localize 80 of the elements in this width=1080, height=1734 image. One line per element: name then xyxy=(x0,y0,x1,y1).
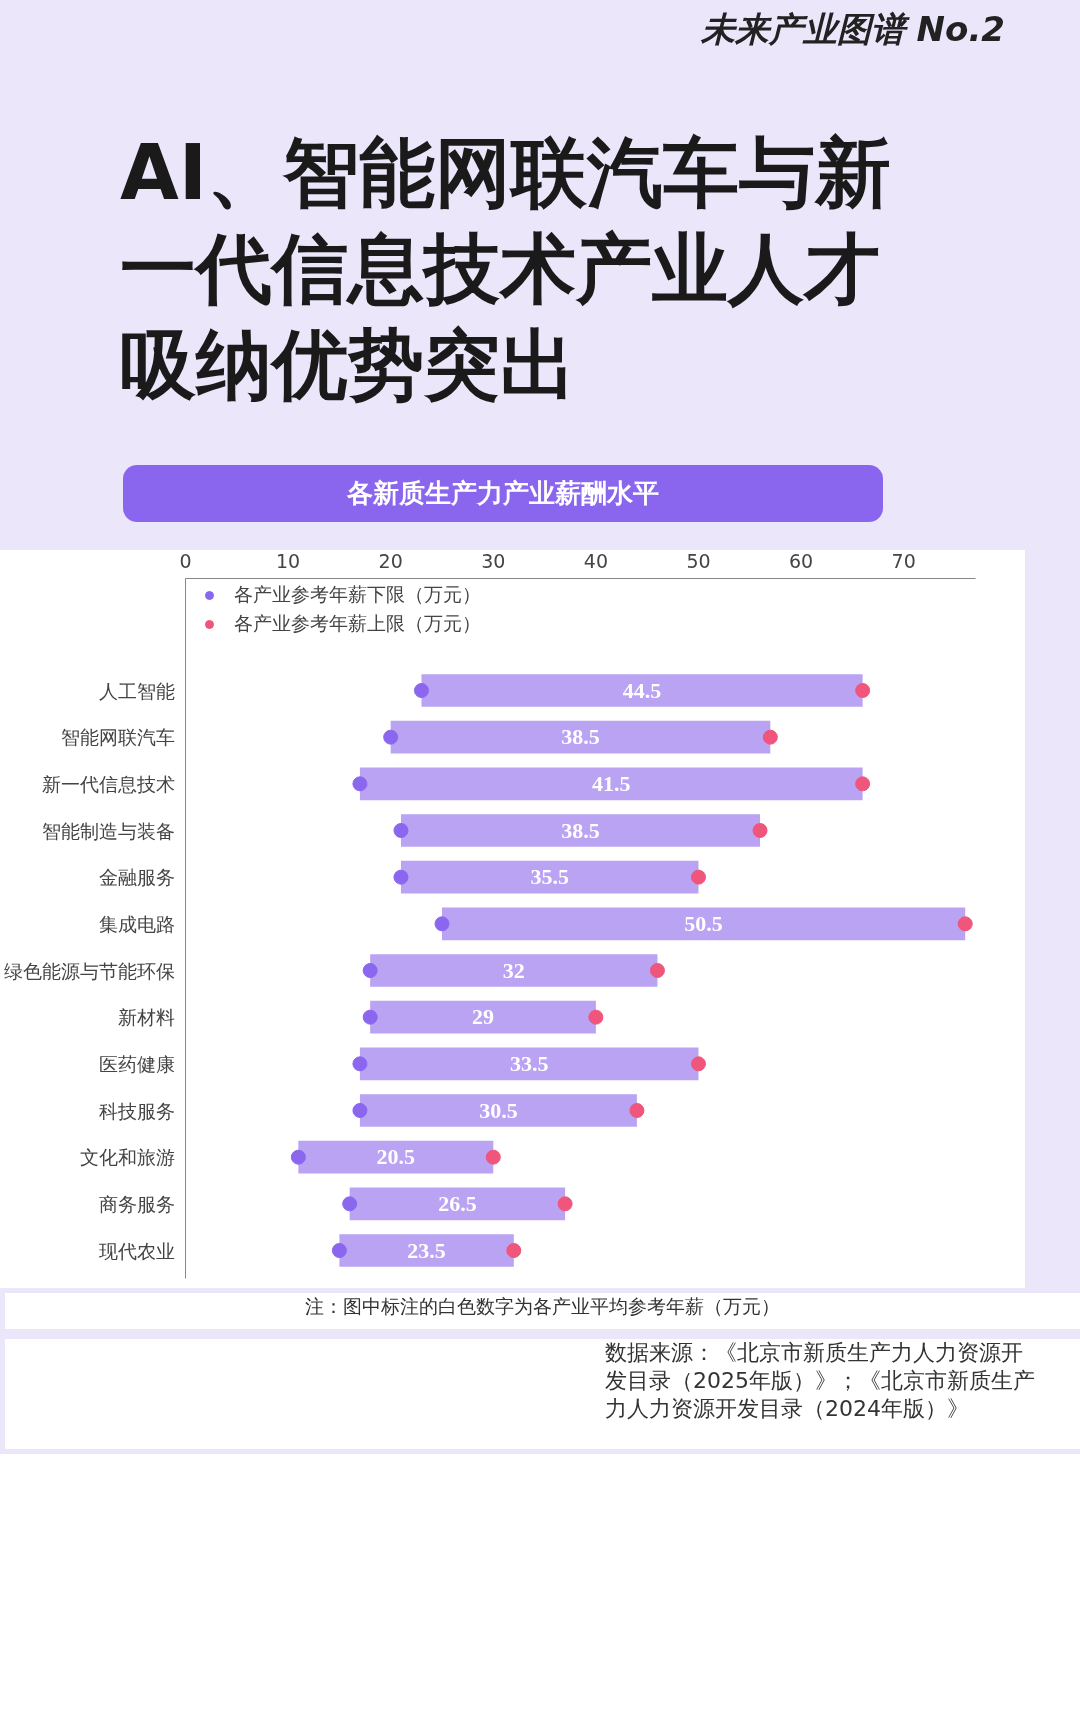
source-note: 数据来源：《北京市新质生产力人力资源开发目录（2025年版）》；《北京市新质生产力人力资源开发目录（2024年版）》 xyxy=(605,1339,1035,1423)
point xyxy=(855,683,871,698)
annotation: 20.5 xyxy=(376,1144,416,1170)
point xyxy=(629,1103,645,1118)
point xyxy=(290,1149,306,1165)
point xyxy=(506,1243,522,1258)
text: 注：图中标注的白色数字为各产业平均参考年薪（万元） xyxy=(304,1294,780,1319)
x-tick-label: 50 xyxy=(686,549,711,572)
point xyxy=(413,683,429,698)
bar xyxy=(359,767,863,801)
x-tick-label: 70 xyxy=(891,549,916,572)
bar xyxy=(400,860,699,894)
x-tick-label: 20 xyxy=(378,549,403,572)
point xyxy=(752,823,768,838)
bar xyxy=(359,1094,637,1127)
point xyxy=(588,1009,604,1025)
y-tick-label: 新一代信息技术 xyxy=(41,772,175,795)
annotation: 23.5 xyxy=(407,1237,446,1263)
chart-title: AI、智能网联汽车与新一代信息技术产业人才吸纳优势突出 xyxy=(120,127,893,411)
bar xyxy=(370,1000,596,1034)
point xyxy=(362,1009,378,1025)
point xyxy=(690,1056,706,1072)
point xyxy=(690,869,706,885)
annotation: 32 xyxy=(502,957,525,983)
bar xyxy=(390,720,771,754)
text: 未来产业图谱 No.2 xyxy=(699,8,1005,51)
chart-subtitle: 各新质生产力产业薪酬水平 xyxy=(123,465,883,523)
x-tick-label: 60 xyxy=(789,549,814,572)
x-tick-label: 30 xyxy=(481,549,506,572)
point xyxy=(855,776,871,792)
bar xyxy=(359,1047,699,1081)
point xyxy=(393,823,409,838)
annotation: 30.5 xyxy=(479,1097,518,1123)
annotation: 38.5 xyxy=(561,724,600,750)
annotation: 50.5 xyxy=(684,910,723,936)
annotation: 38.5 xyxy=(561,817,600,843)
y-tick-label: 新材料 xyxy=(117,1006,175,1029)
point xyxy=(957,916,973,932)
y-tick-label: 智能制造与装备 xyxy=(41,819,175,842)
y-tick-label: 集成电路 xyxy=(98,912,175,935)
y-tick-label: 科技服务 xyxy=(98,1099,175,1122)
y-tick-label: 商务服务 xyxy=(98,1192,175,1215)
annotation: 26.5 xyxy=(438,1190,477,1216)
point xyxy=(393,869,409,885)
y-tick-label: 智能网联汽车 xyxy=(60,726,175,749)
point xyxy=(434,916,450,932)
annotation: 41.5 xyxy=(592,770,631,796)
x-tick-label: 10 xyxy=(276,549,301,572)
point xyxy=(342,1196,358,1212)
point xyxy=(649,963,665,978)
y-tick-label: 金融服务 xyxy=(98,866,175,889)
point xyxy=(331,1243,347,1258)
y-tick-label: 现代农业 xyxy=(98,1239,175,1262)
bar xyxy=(349,1187,566,1221)
x-tick-label: 40 xyxy=(583,549,608,572)
point xyxy=(383,729,399,745)
bar xyxy=(339,1234,514,1267)
x-tick-label: 0 xyxy=(179,549,192,572)
bar xyxy=(441,907,966,941)
bar xyxy=(400,814,761,847)
bar xyxy=(298,1140,494,1174)
bar xyxy=(370,954,658,987)
y-tick-label: 医药健康 xyxy=(98,1052,175,1075)
point xyxy=(485,1149,501,1165)
point xyxy=(762,729,778,745)
annotation: 29 xyxy=(472,1004,495,1030)
y-tick-label: 文化和旅游 xyxy=(79,1146,175,1169)
annotation: 44.5 xyxy=(622,677,662,703)
legend-label: 各产业参考年薪下限（万元） xyxy=(234,582,481,607)
y-tick-label: 绿色能源与节能环保 xyxy=(3,959,175,982)
point xyxy=(557,1196,573,1212)
annotation: 33.5 xyxy=(509,1050,549,1076)
point xyxy=(352,776,368,792)
y-tick-label: 人工智能 xyxy=(98,679,175,702)
legend-label: 各产业参考年薪上限（万元） xyxy=(234,611,481,636)
annotation: 35.5 xyxy=(530,864,569,890)
bar xyxy=(421,674,863,707)
point xyxy=(352,1103,368,1118)
point xyxy=(362,963,378,978)
point xyxy=(352,1056,368,1072)
